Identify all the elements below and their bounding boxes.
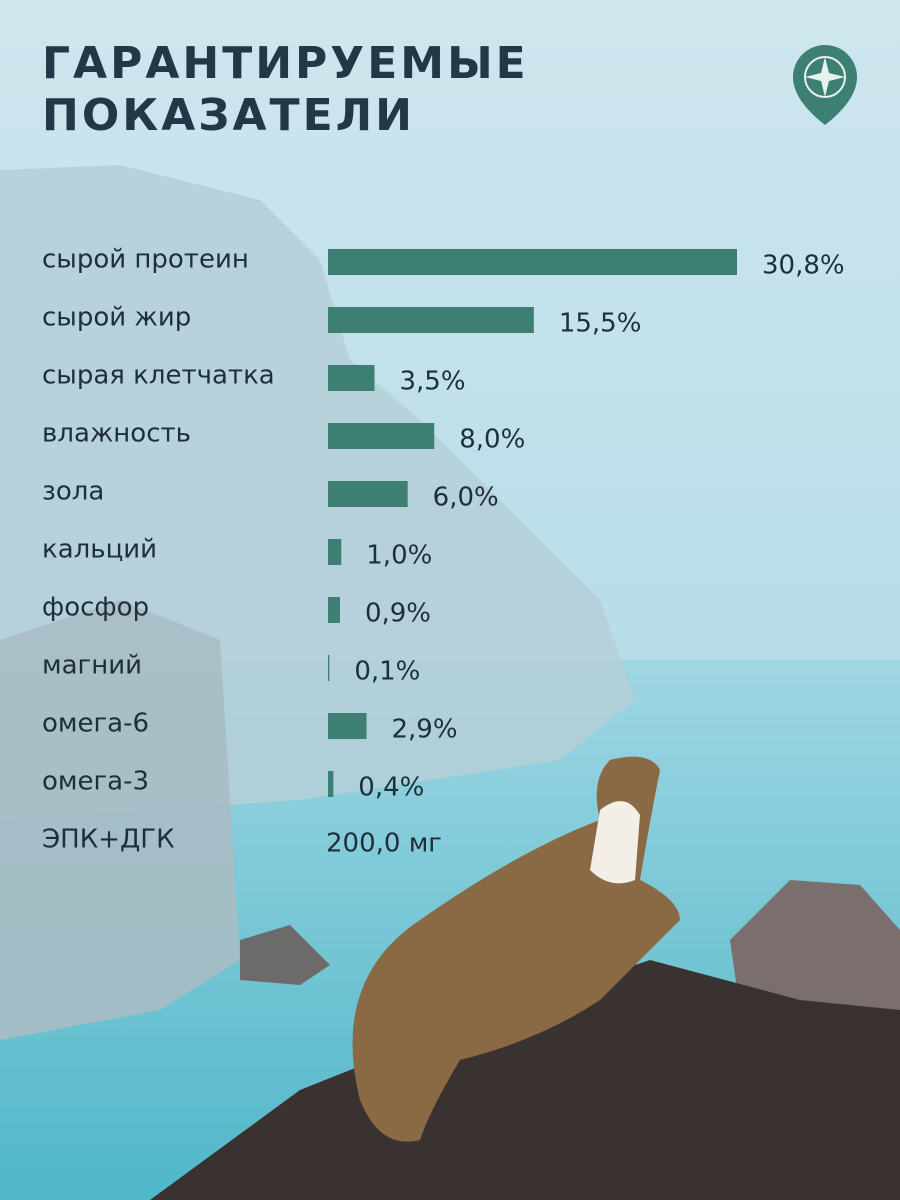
bar — [328, 249, 737, 275]
title-line: ПОКАЗАТЕЛИ — [42, 90, 415, 141]
value-label: 15,5% — [559, 309, 642, 339]
category-label: омега-6 — [42, 709, 149, 739]
rock — [730, 880, 900, 1020]
bar — [328, 481, 408, 507]
logo — [793, 45, 857, 125]
value-label: 2,9% — [392, 715, 458, 745]
bar — [328, 539, 342, 565]
bar — [328, 713, 367, 739]
value-label: 1,0% — [366, 541, 432, 571]
cliff — [0, 600, 240, 1040]
category-label: ЭПК+ДГК — [42, 825, 175, 855]
bar — [328, 365, 375, 391]
category-label: магний — [42, 651, 142, 681]
value-label: 0,1% — [354, 657, 420, 687]
bar — [328, 771, 334, 797]
marten-chest — [590, 801, 640, 884]
category-label: сырая клетчатка — [42, 361, 275, 391]
category-label: омега-3 — [42, 767, 149, 797]
bar — [328, 597, 340, 623]
value-label: 8,0% — [459, 425, 525, 455]
value-label: 0,4% — [358, 773, 424, 803]
category-label: сырой жир — [42, 303, 191, 333]
title-line: ГАРАНТИРУЕМЫЕ — [42, 38, 529, 89]
category-label: зола — [42, 477, 104, 507]
value-label: 30,8% — [762, 251, 845, 281]
value-label: 0,9% — [365, 599, 431, 629]
category-label: кальций — [42, 535, 157, 565]
bar — [328, 307, 534, 333]
category-label: фосфор — [42, 593, 149, 623]
rock — [240, 925, 330, 985]
rock — [150, 960, 900, 1200]
bar — [328, 423, 435, 449]
value-label: 6,0% — [433, 483, 499, 513]
bar — [328, 655, 330, 681]
value-label: 200,0 мг — [326, 829, 442, 859]
value-label: 3,5% — [399, 367, 465, 397]
category-label: влажность — [42, 419, 191, 449]
category-label: сырой протеин — [42, 245, 249, 275]
